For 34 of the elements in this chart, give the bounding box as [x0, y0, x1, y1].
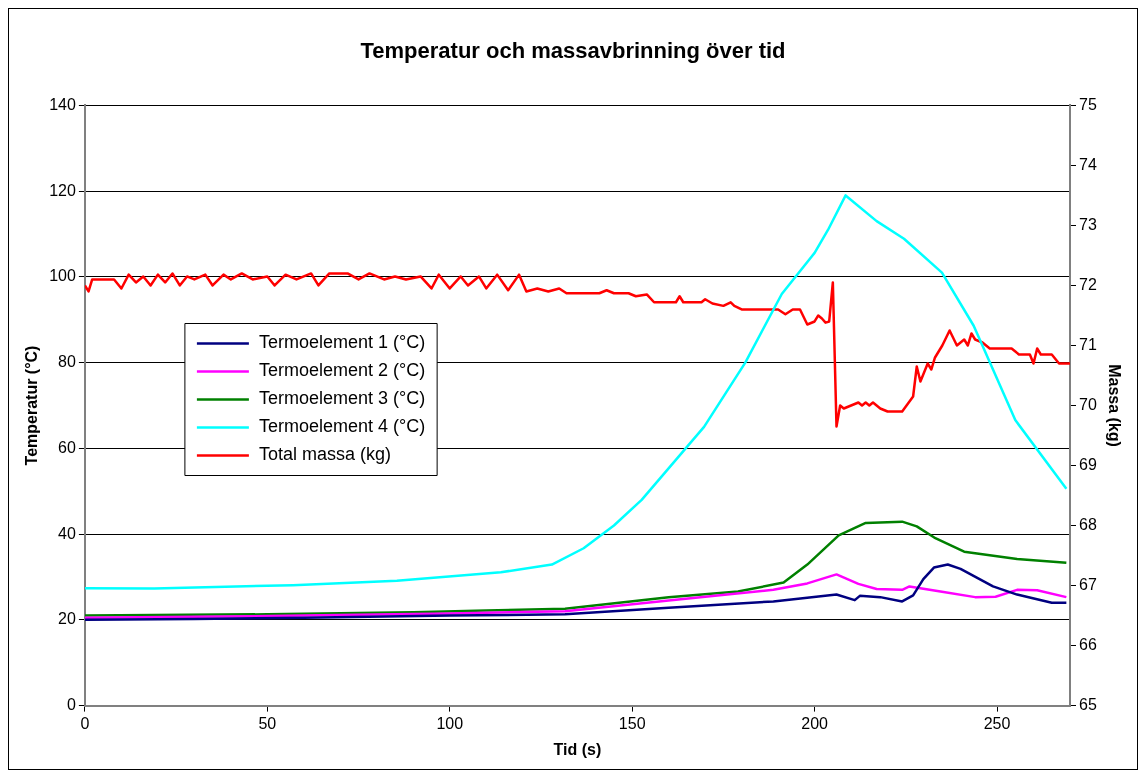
x-tick-label: 200 — [801, 714, 829, 732]
y2-axis-title: Massa (kg) — [1105, 364, 1123, 447]
legend-label: Termoelement 2 (°C) — [258, 360, 426, 381]
y2-tick-label: 66 — [1079, 635, 1097, 653]
y-axis-title: Temperatur (°C) — [23, 345, 41, 466]
y2-tick-label: 71 — [1079, 335, 1097, 353]
y2-tick-label: 67 — [1079, 575, 1097, 593]
y-tick-label: 120 — [49, 181, 76, 199]
legend-label: Total massa (kg) — [258, 444, 391, 465]
y-tick-label: 100 — [49, 267, 76, 285]
y2-tick-label: 70 — [1079, 395, 1097, 413]
x-axis-title: Tid (s) — [553, 740, 602, 758]
x-tick-label: 0 — [80, 714, 90, 732]
y-tick-label: 140 — [49, 95, 76, 113]
legend-label: Termoelement 1 (°C) — [258, 332, 426, 353]
x-tick-label: 50 — [258, 714, 277, 732]
legend-label: Termoelement 4 (°C) — [258, 416, 426, 437]
y-tick-label: 80 — [58, 353, 76, 371]
y2-tick-label: 74 — [1079, 155, 1097, 173]
y2-tick-label: 72 — [1079, 275, 1097, 293]
x-tick-label: 150 — [618, 714, 646, 732]
y2-tick-label: 75 — [1079, 95, 1097, 113]
y2-tick-label: 69 — [1079, 455, 1097, 473]
y2-tick-label: 73 — [1079, 215, 1097, 233]
x-tick-label: 250 — [983, 714, 1011, 732]
y-tick-label: 0 — [66, 696, 76, 714]
x-tick-label: 100 — [436, 714, 464, 732]
y-tick-label: 20 — [58, 610, 76, 628]
y2-tick-label: 65 — [1079, 696, 1097, 714]
y-tick-label: 40 — [58, 524, 76, 542]
y-tick-label: 60 — [58, 438, 76, 456]
legend-label: Termoelement 3 (°C) — [258, 388, 426, 409]
y2-tick-label: 68 — [1079, 515, 1097, 533]
chart-title: Temperatur och massavbrinning över tid — [360, 38, 786, 64]
